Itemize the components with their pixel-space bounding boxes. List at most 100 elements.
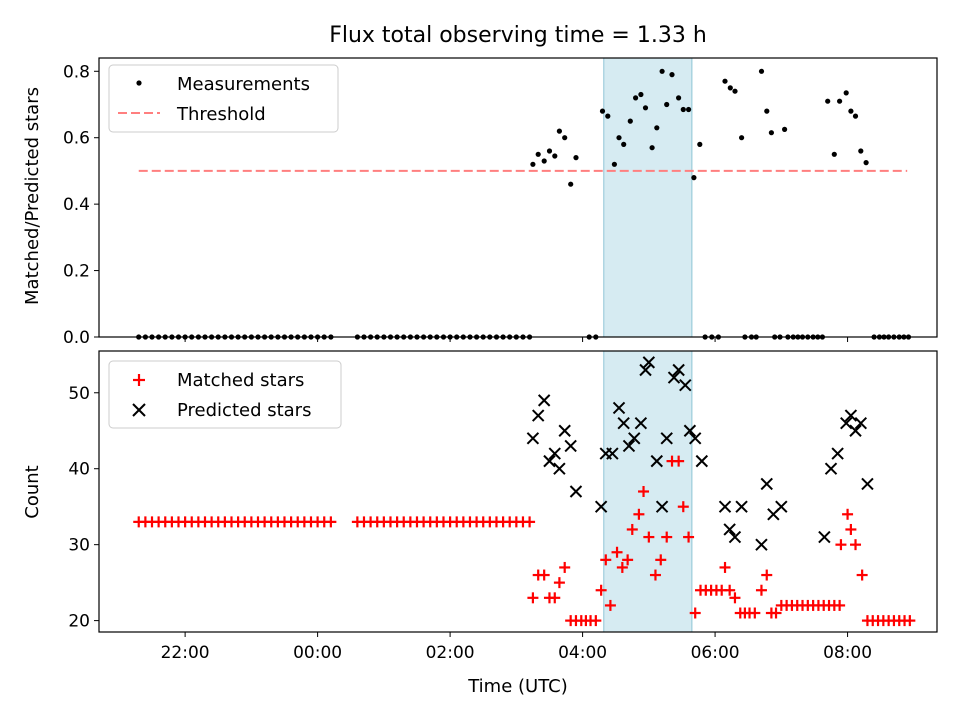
legend-measurements-label: Measurements — [177, 74, 310, 95]
predicted-star-point — [543, 454, 556, 468]
x-tick-label: 22:00 — [161, 643, 210, 663]
bottom-legend: Matched stars Predicted stars — [108, 360, 342, 429]
predicted-star-point — [688, 432, 702, 445]
predicted-star-point — [718, 500, 732, 513]
predicted-star-point — [854, 416, 868, 430]
matched-star-point — [524, 516, 536, 528]
predicted-star-point — [844, 409, 858, 422]
matched-star-point — [595, 584, 607, 596]
matched-star-point — [729, 592, 741, 604]
predicted-star-point — [650, 454, 663, 468]
measurement-point — [599, 108, 606, 114]
measurement-point — [552, 153, 558, 159]
measurement-point — [541, 158, 547, 164]
predicted-star-point — [667, 371, 681, 384]
matched-star-point — [633, 508, 645, 520]
bottom-y-tick-label: 40 — [68, 460, 90, 480]
top-y-tick-label: 0.0 — [63, 328, 90, 348]
measurement-point — [627, 118, 633, 124]
measurement-point — [782, 126, 788, 132]
bottom-y-ticks: 20 30 40 50 — [68, 384, 99, 632]
matched-star-point — [538, 569, 550, 581]
matched-star-point — [761, 569, 773, 581]
predicted-star-point — [660, 432, 673, 445]
measurement-point — [686, 106, 692, 113]
measurement-point — [556, 128, 563, 134]
matched-star-point — [834, 599, 846, 611]
measurement-point — [863, 160, 869, 166]
measurement-point — [573, 155, 579, 161]
measurement-point — [768, 130, 775, 136]
predicted-star-point — [755, 538, 768, 551]
measurement-point — [616, 135, 622, 141]
predicted-star-point — [639, 363, 652, 377]
top-x-ticks — [184, 337, 849, 342]
matched-star-point — [616, 561, 628, 573]
x-tick-label: 04:00 — [558, 643, 607, 663]
legend-predicted-label: Predicted stars — [177, 400, 311, 421]
measurement-point — [633, 95, 639, 101]
top-y-tick-label: 0.4 — [63, 195, 90, 215]
measurement-point — [825, 98, 831, 104]
predicted-star-point — [672, 363, 685, 377]
measurement-point — [691, 175, 697, 181]
measurement-point — [727, 85, 733, 91]
measurement-point — [568, 181, 574, 187]
predicted-star-point — [617, 416, 630, 430]
measurement-point — [758, 68, 765, 74]
matched-star-point — [549, 592, 561, 604]
matched-star-point — [622, 554, 634, 566]
matched-star-point — [719, 561, 731, 573]
legend-matched-label: Matched stars — [177, 370, 304, 391]
measurement-point — [852, 113, 859, 119]
matched-star-point — [850, 539, 862, 551]
matched-star-point — [755, 584, 767, 596]
top-plot-frame — [98, 57, 938, 338]
predicted-star-point — [695, 454, 709, 468]
matched-star-point — [643, 531, 655, 543]
legend-matched-marker — [133, 374, 145, 386]
matched-star-point — [649, 569, 661, 581]
predicted-star-point — [655, 500, 669, 513]
predicted-star-point — [679, 378, 692, 392]
measurement-point — [669, 72, 675, 78]
matched-star-point — [626, 523, 638, 535]
predicted-star-point — [849, 424, 862, 437]
matched-star-point — [842, 508, 854, 520]
top-y-tick-label: 0.6 — [63, 129, 90, 149]
matched-star-point — [655, 554, 667, 566]
bottom-y-tick-label: 30 — [68, 536, 90, 556]
matched-star-point — [677, 501, 689, 513]
measurement-point — [680, 106, 686, 113]
matched-star-point — [683, 531, 695, 543]
matched-star-point — [527, 592, 539, 604]
measurement-point — [638, 91, 644, 98]
measurement-point — [649, 145, 655, 151]
top-points-group — [136, 68, 912, 340]
measurement-point — [848, 108, 854, 114]
top-y-ticks: 0.0 0.2 0.4 0.6 0.8 — [63, 62, 99, 348]
measurement-point — [659, 68, 665, 74]
predicted-star-point — [723, 523, 736, 536]
bottom-points-group — [133, 356, 916, 627]
legend-threshold-label: Threshold — [176, 104, 266, 125]
x-axis-label: Time (UTC) — [467, 676, 568, 697]
predicted-star-point — [861, 477, 874, 491]
predicted-star-point — [612, 401, 626, 415]
matched-star-point — [749, 607, 761, 619]
predicted-star-point — [531, 409, 545, 422]
predicted-star-point — [558, 424, 571, 437]
measurement-point — [858, 148, 864, 154]
measurement-point — [642, 105, 649, 111]
top-panel: 0.00.20.40.60.8 Matched/Predicted stars … — [22, 57, 938, 348]
top-legend: Measurements Threshold — [108, 64, 339, 133]
predicted-star-point — [775, 500, 788, 513]
measurement-point — [831, 151, 837, 157]
measurement-point — [764, 108, 770, 114]
x-tick-label: 06:00 — [691, 643, 740, 663]
predicted-star-point — [642, 356, 656, 369]
predicted-star-point — [553, 462, 566, 475]
x-tick-label: 00:00 — [293, 643, 342, 663]
predicted-star-point — [628, 432, 641, 445]
